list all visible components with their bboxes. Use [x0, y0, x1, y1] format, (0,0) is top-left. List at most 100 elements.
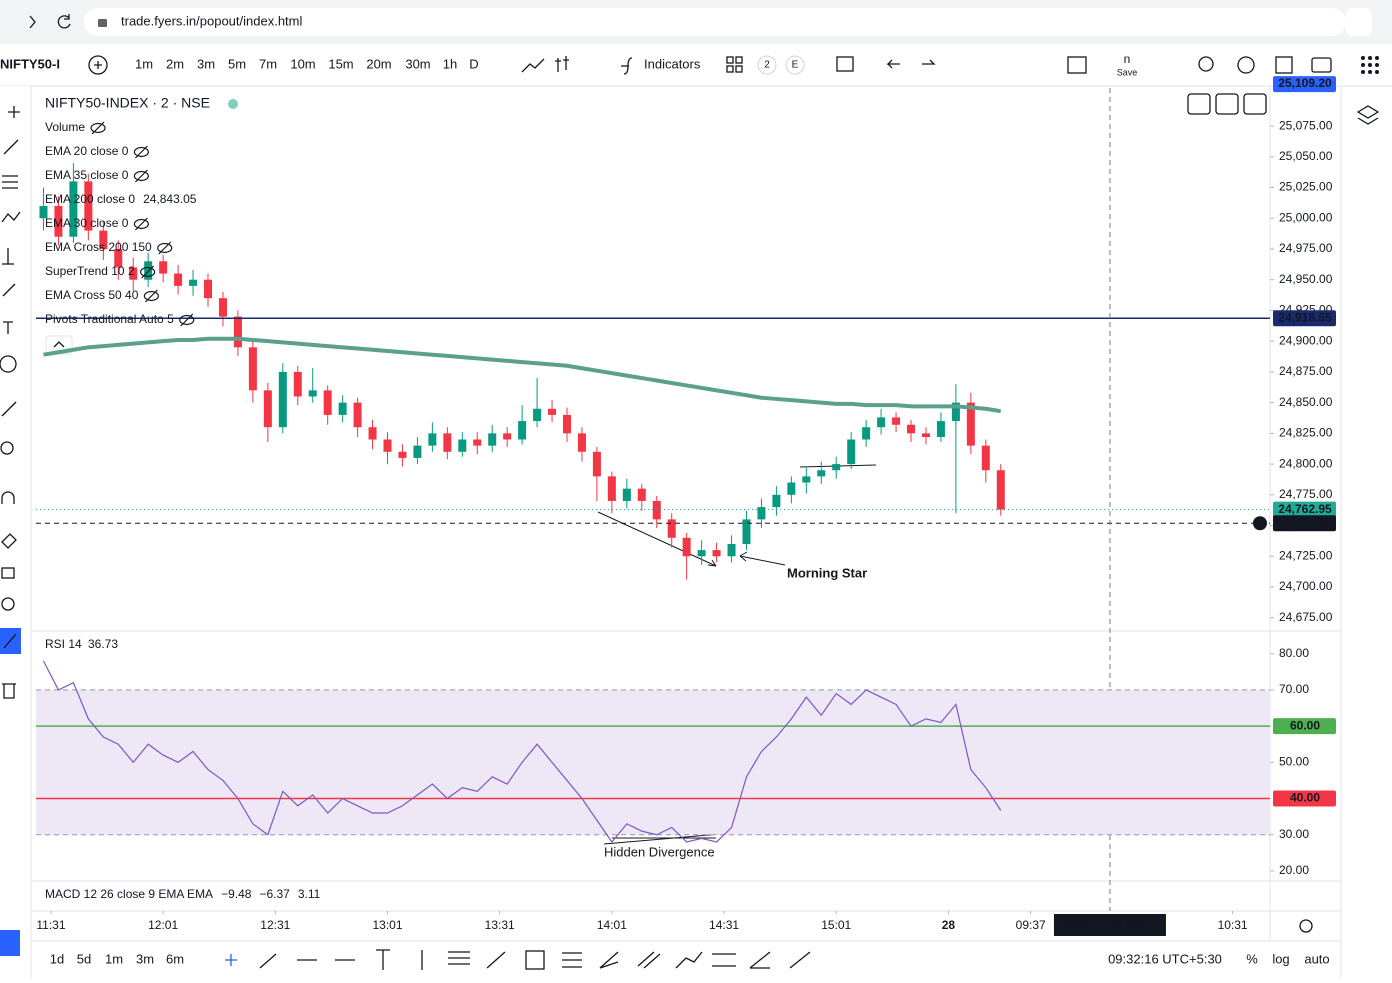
pane-down-button[interactable] — [1187, 93, 1211, 115]
study-legend[interactable]: EMA Cross 200 150 — [45, 240, 152, 254]
fib-tool[interactable] — [2, 175, 18, 189]
extension-button[interactable] — [1346, 8, 1372, 36]
shortcut-path[interactable] — [675, 951, 703, 969]
scale-option[interactable]: % — [1246, 951, 1258, 966]
interval-button[interactable]: 3m — [197, 56, 215, 71]
shortcut-trendline[interactable] — [259, 953, 277, 969]
candle-body — [204, 279, 213, 299]
candle-type-button[interactable] — [555, 56, 569, 72]
forward-button[interactable] — [29, 15, 36, 29]
indicators-button[interactable]: Indicators — [644, 56, 701, 71]
study-legend[interactable]: EMA 200 close 0 — [45, 192, 135, 206]
emoji-tool[interactable] — [0, 355, 17, 373]
candle-body — [921, 433, 930, 438]
hidden-eye-icon[interactable] — [140, 266, 156, 278]
pattern-tool[interactable] — [1, 211, 21, 223]
undo-button[interactable] — [886, 59, 900, 69]
scale-option[interactable]: auto — [1304, 951, 1329, 966]
magnet-tool[interactable] — [1, 491, 15, 504]
screenshot-button[interactable] — [1311, 57, 1332, 73]
study-legend[interactable]: Pivots Traditional Auto 5 — [45, 312, 174, 326]
settings-button[interactable] — [1237, 56, 1255, 74]
hidden-eye-icon[interactable] — [90, 122, 106, 134]
interval-button[interactable]: D — [469, 56, 478, 71]
interval-button[interactable]: 10m — [290, 56, 315, 71]
text-tool[interactable] — [3, 321, 13, 334]
crosshair-tool[interactable] — [8, 106, 20, 118]
study-legend[interactable]: EMA 20 close 0 — [45, 144, 129, 158]
study-legend[interactable]: EMA 30 close 0 — [45, 216, 129, 230]
layout-button[interactable] — [1067, 56, 1087, 74]
range-button[interactable]: 1m — [105, 951, 123, 966]
brush-tool[interactable] — [2, 283, 16, 297]
interval-button[interactable]: 1h — [443, 56, 457, 71]
shortcut-fib[interactable] — [448, 951, 470, 965]
shortcut-crosshair[interactable] — [225, 954, 237, 966]
badge[interactable] — [785, 55, 805, 75]
interval-button[interactable]: 15m — [328, 56, 353, 71]
study-legend[interactable]: EMA Cross 50 40 — [45, 288, 139, 302]
crosshair-add-button[interactable] — [1253, 516, 1267, 531]
zoom-tool[interactable] — [0, 441, 14, 455]
interval-button[interactable]: 30m — [405, 56, 430, 71]
pane-close-button[interactable] — [1243, 93, 1267, 115]
add-symbol-button[interactable] — [88, 55, 108, 75]
study-legend[interactable]: Volume — [45, 120, 85, 134]
interval-button[interactable]: 1m — [135, 56, 153, 71]
range-button[interactable]: 6m — [166, 951, 184, 966]
interval-button[interactable]: 2m — [166, 56, 184, 71]
range-button[interactable]: 1d — [50, 951, 64, 966]
range-button[interactable]: 3m — [136, 951, 154, 966]
apps-grid[interactable] — [1361, 56, 1379, 74]
projection-tool[interactable] — [2, 248, 14, 265]
search-button[interactable] — [1198, 56, 1214, 72]
address-bar[interactable] — [84, 8, 1346, 36]
range-button[interactable]: 5d — [77, 951, 91, 966]
interval-button[interactable]: 7m — [259, 56, 277, 71]
hidden-eye-icon[interactable] — [133, 170, 149, 182]
candle-body — [817, 470, 826, 477]
shortcut-channel[interactable] — [562, 952, 582, 968]
object-tree-button[interactable] — [1356, 105, 1380, 125]
interval-button[interactable]: 5m — [228, 56, 246, 71]
hidden-eye-icon[interactable] — [143, 290, 159, 302]
hidden-eye-icon[interactable] — [157, 242, 173, 254]
study-legend[interactable]: SuperTrend 10 2 — [45, 264, 135, 278]
templates-icon[interactable] — [726, 56, 734, 64]
shortcut-text[interactable] — [376, 949, 390, 970]
redo-button[interactable] — [922, 59, 936, 65]
symbol-button[interactable]: NIFTY50-I — [0, 56, 60, 71]
fullscreen-button[interactable] — [1275, 56, 1293, 74]
replay-button[interactable] — [836, 56, 854, 72]
reload-button[interactable] — [57, 14, 71, 29]
layout-name[interactable]: n — [1124, 52, 1131, 66]
visibility-tool[interactable] — [1, 597, 15, 611]
shortcut-fan[interactable] — [599, 951, 619, 969]
shortcut-rect[interactable] — [525, 950, 545, 970]
delete-tool[interactable] — [2, 683, 16, 699]
time-axis-settings[interactable] — [1299, 919, 1313, 933]
hidden-eye-icon[interactable] — [179, 314, 195, 326]
lock-tool[interactable] — [1, 567, 15, 579]
shortcut-range[interactable] — [712, 953, 736, 967]
chart-type-button[interactable] — [521, 58, 545, 73]
hidden-eye-icon[interactable] — [133, 218, 149, 230]
macd-value: 3.11 — [298, 887, 321, 901]
shortcut-pitchfork[interactable] — [637, 951, 661, 969]
shortcut-extended[interactable] — [789, 951, 811, 969]
trendline-tool[interactable] — [3, 139, 19, 155]
study-legend[interactable]: EMA 35 close 0 — [45, 168, 129, 182]
save-label[interactable]: Save — [1117, 67, 1138, 77]
badge[interactable] — [757, 55, 777, 75]
interval-button[interactable]: 20m — [366, 56, 391, 71]
rsi-level-label-bg — [1273, 790, 1336, 807]
favorites-button[interactable] — [0, 930, 20, 956]
shortcut-ray[interactable] — [486, 951, 506, 969]
pane-maximize-button[interactable] — [1215, 93, 1239, 115]
draw-mode-tool[interactable] — [1, 533, 17, 549]
hidden-eye-icon[interactable] — [133, 146, 149, 158]
candle-body — [772, 494, 781, 508]
scale-option[interactable]: log — [1272, 951, 1289, 966]
shortcut-angle[interactable] — [749, 951, 771, 969]
ruler-tool[interactable] — [1, 401, 17, 417]
